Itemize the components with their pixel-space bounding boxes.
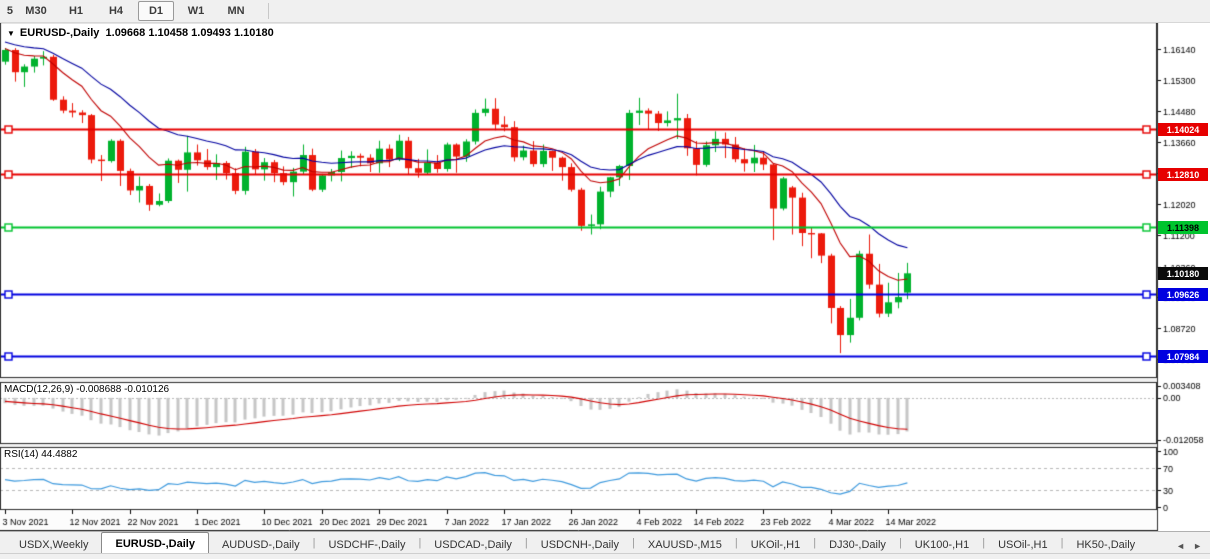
tab-separator: |: [734, 537, 738, 549]
chart-title-symbol: EURUSD-,Daily: [19, 27, 100, 39]
tab-dj30-daily[interactable]: DJ30-,Daily: [829, 538, 886, 551]
tab-usdx-weekly[interactable]: USDX,Weekly: [19, 538, 89, 551]
tab-scroll-left-icon[interactable]: ◄: [1176, 541, 1186, 551]
tab-separator: |: [813, 537, 817, 549]
tab-usdcnh-daily[interactable]: USDCNH-,Daily: [540, 538, 620, 551]
tab-eurusd-daily[interactable]: EURUSD-,Daily: [101, 532, 209, 554]
symbol-tabs: USDX,Weekly EURUSD-,Daily AUDUSD-,Daily | US…: [0, 532, 1176, 554]
timeframe-button-h4[interactable]: H4: [108, 5, 124, 17]
symbol-dropdown-icon[interactable]: ▼: [7, 29, 15, 38]
timeframe-button-mn[interactable]: MN: [227, 5, 245, 17]
timeframe-button-h1[interactable]: H1: [68, 5, 84, 17]
price-level-badge-2: 1.12810: [1158, 168, 1208, 181]
tab-hk50-daily[interactable]: HK50-,Daily: [1076, 538, 1136, 551]
chart-title-ohlc: 1.09668 1.10458 1.09493 1.10180: [105, 27, 274, 39]
toolbar-separator: [268, 3, 269, 19]
chart-title: ▼ EURUSD-,Daily 1.09668 1.10458 1.09493 1…: [7, 27, 274, 39]
tab-separator: |: [524, 537, 528, 549]
tab-xauusd-m15[interactable]: XAUUSD-,M15: [647, 538, 722, 551]
tab-separator: |: [632, 537, 635, 549]
tab-usdchf-daily[interactable]: USDCHF-,Daily: [328, 538, 406, 551]
timeframe-toolbar: 5 M30 H1 H4 D1 W1 MN: [0, 0, 1210, 23]
tab-usdcad-daily[interactable]: USDCAD-,Daily: [434, 538, 512, 551]
price-level-badge-3: 1.11398: [1158, 221, 1208, 234]
price-level-badge-4: 1.09626: [1158, 288, 1208, 301]
tab-audusd-daily[interactable]: AUDUSD-,Daily: [221, 538, 300, 551]
tab-separator: |: [898, 537, 902, 549]
tab-separator: |: [418, 537, 422, 549]
tab-separator: |: [982, 537, 986, 549]
tab-scroll-arrows: ◄ ►: [1176, 541, 1210, 554]
current-price-badge: 1.10180: [1158, 267, 1208, 280]
price-level-badge-5: 1.07984: [1158, 350, 1208, 363]
tab-separator: |: [1060, 537, 1064, 549]
tab-uk100-h1[interactable]: UK100-,H1: [914, 538, 970, 551]
symbol-tab-bar: USDX,Weekly EURUSD-,Daily AUDUSD-,Daily | US…: [0, 531, 1210, 554]
status-strip: [0, 553, 1210, 559]
tab-scroll-right-icon[interactable]: ►: [1193, 541, 1202, 551]
tab-ukoil-h1[interactable]: UKOil-,H1: [750, 538, 801, 551]
timeframe-button-5[interactable]: 5: [6, 5, 13, 17]
tab-separator: |: [312, 537, 316, 549]
timeframe-button-m30[interactable]: M30: [25, 5, 47, 17]
price-level-badge-1: 1.14024: [1158, 123, 1208, 136]
tab-usoil-h1[interactable]: USOil-,H1: [998, 538, 1048, 551]
timeframe-button-d1[interactable]: D1: [138, 1, 174, 21]
timeframe-button-w1[interactable]: W1: [187, 5, 205, 17]
